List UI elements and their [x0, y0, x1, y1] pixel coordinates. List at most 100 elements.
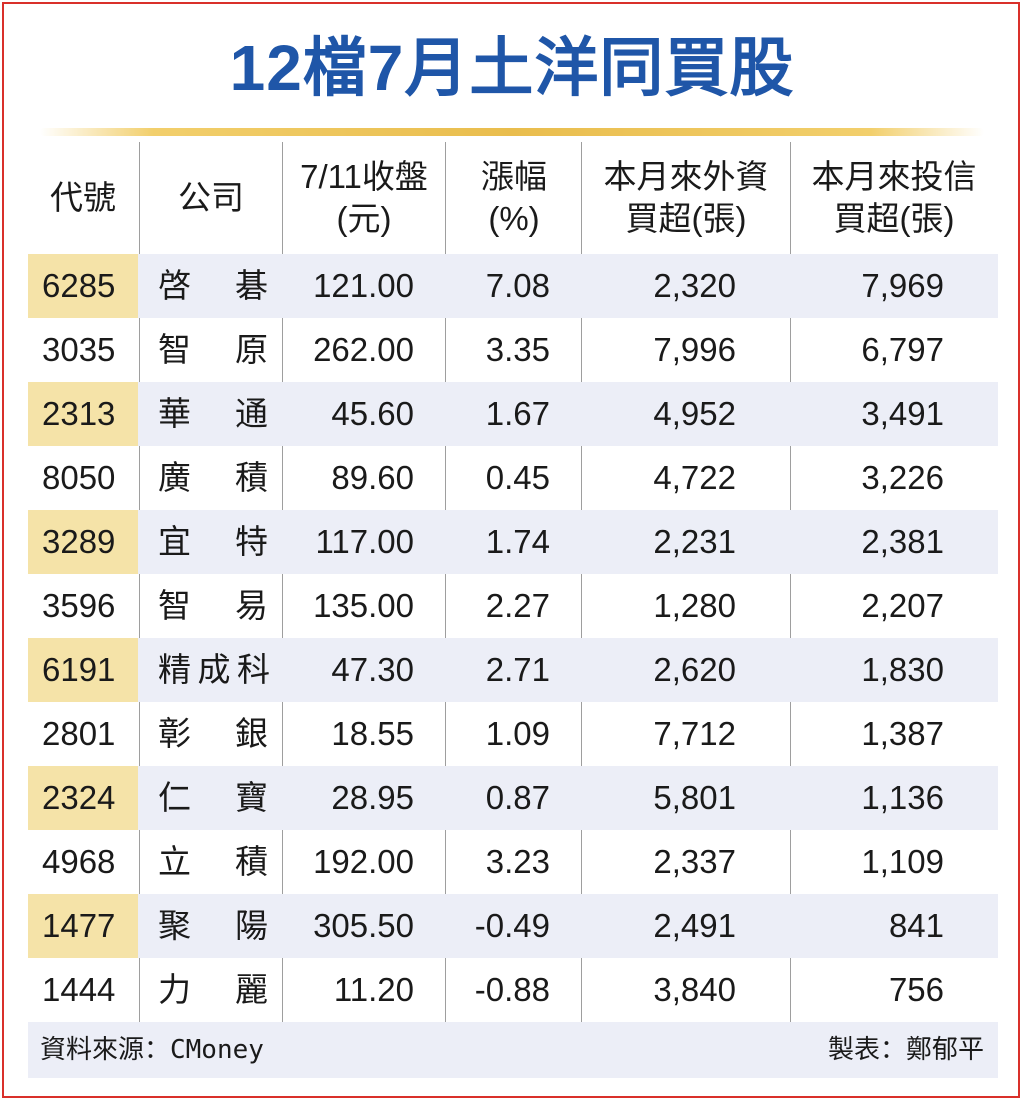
trust-net-buy: 3,226 [861, 459, 944, 496]
company-name: 啓碁 [158, 267, 270, 304]
trust-net-buy: 1,136 [861, 779, 944, 816]
close-price: 305.50 [313, 907, 414, 944]
change-pct: 7.08 [485, 267, 550, 304]
close-price: 45.60 [331, 395, 414, 432]
header-trust: 本月來投信 買超(張) [790, 142, 998, 254]
company-name: 宜特 [158, 523, 270, 560]
table-footer: 資料來源：CMoney 製表：鄭郁平 [28, 1022, 998, 1078]
column-divider [282, 142, 283, 1022]
table-body: 6285 啓碁 121.00 7.08 2,320 7,969 3035 智原 … [28, 254, 998, 1022]
title-divider [40, 128, 984, 136]
change-pct: 0.87 [485, 779, 550, 816]
company-name: 精成科 [158, 651, 270, 688]
change-pct: -0.88 [474, 971, 550, 1008]
trust-net-buy: 2,207 [861, 587, 944, 624]
change-pct: 1.74 [485, 523, 550, 560]
header-foreign-line2: 買超(張) [625, 200, 747, 237]
close-price: 18.55 [331, 715, 414, 752]
close-price: 89.60 [331, 459, 414, 496]
foreign-net-buy: 3,840 [653, 971, 736, 1008]
stock-code: 8050 [42, 459, 116, 496]
foreign-net-buy: 7,712 [653, 715, 736, 752]
close-price: 262.00 [313, 331, 414, 368]
stock-code: 1477 [42, 907, 116, 944]
table-row: 1477 聚陽 305.50 -0.49 2,491 841 [28, 894, 998, 958]
change-pct: 3.23 [485, 843, 550, 880]
change-pct: 2.71 [485, 651, 550, 688]
stock-code: 2324 [42, 779, 116, 816]
code-highlight [28, 638, 138, 702]
foreign-net-buy: 1,280 [653, 587, 736, 624]
foreign-net-buy: 4,952 [653, 395, 736, 432]
table-header: 代號 公司 7/11收盤 (元) 漲幅 (%) 本月來外資 買超(張) 本月來投… [28, 142, 998, 254]
close-price: 192.00 [313, 843, 414, 880]
company-name: 仁寶 [158, 779, 270, 816]
foreign-net-buy: 2,337 [653, 843, 736, 880]
data-source: 資料來源：CMoney [40, 1035, 264, 1065]
table-row: 3596 智易 135.00 2.27 1,280 2,207 [28, 574, 998, 638]
foreign-net-buy: 2,320 [653, 267, 736, 304]
header-close: 7/11收盤 (元) [282, 142, 446, 254]
header-trust-line1: 本月來投信 [811, 158, 977, 195]
company-name: 彰銀 [158, 715, 270, 752]
code-highlight [28, 254, 138, 318]
trust-net-buy: 3,491 [861, 395, 944, 432]
stock-code: 3596 [42, 587, 116, 624]
header-foreign-line1: 本月來外資 [603, 158, 769, 195]
close-price: 121.00 [313, 267, 414, 304]
page-title: 12檔7月土洋同買股 [229, 32, 795, 104]
header-code: 代號 [28, 142, 138, 254]
close-price: 47.30 [331, 651, 414, 688]
stock-code: 4968 [42, 843, 116, 880]
foreign-net-buy: 5,801 [653, 779, 736, 816]
table-row: 2801 彰銀 18.55 1.09 7,712 1,387 [28, 702, 998, 766]
code-highlight [28, 382, 138, 446]
trust-net-buy: 1,387 [861, 715, 944, 752]
company-name: 智原 [158, 331, 270, 368]
table-row: 1444 力麗 11.20 -0.88 3,840 756 [28, 958, 998, 1022]
change-pct: 3.35 [485, 331, 550, 368]
stock-code: 3035 [42, 331, 116, 368]
trust-net-buy: 1,830 [861, 651, 944, 688]
header-change: 漲幅 (%) [446, 142, 582, 254]
column-divider [790, 142, 791, 1022]
change-pct: 1.67 [485, 395, 550, 432]
code-highlight [28, 766, 138, 830]
stock-code: 1444 [42, 971, 116, 1008]
trust-net-buy: 7,969 [861, 267, 944, 304]
table-row: 4968 立積 192.00 3.23 2,337 1,109 [28, 830, 998, 894]
stock-code: 2313 [42, 395, 116, 432]
foreign-net-buy: 7,996 [653, 331, 736, 368]
header-close-line1: 7/11收盤 [300, 158, 428, 195]
close-price: 28.95 [331, 779, 414, 816]
table-row: 2313 華通 45.60 1.67 4,952 3,491 [28, 382, 998, 446]
close-price: 117.00 [315, 523, 414, 560]
table-author: 製表：鄭郁平 [827, 1035, 984, 1065]
table-row: 3035 智原 262.00 3.35 7,996 6,797 [28, 318, 998, 382]
header-foreign: 本月來外資 買超(張) [582, 142, 790, 254]
foreign-net-buy: 4,722 [653, 459, 736, 496]
trust-net-buy: 841 [888, 907, 944, 944]
foreign-net-buy: 2,231 [653, 523, 736, 560]
stock-code: 2801 [42, 715, 116, 752]
company-name: 聚陽 [158, 907, 270, 944]
change-pct: 2.27 [485, 587, 550, 624]
table-row: 6191 精成科 47.30 2.71 2,620 1,830 [28, 638, 998, 702]
trust-net-buy: 6,797 [861, 331, 944, 368]
code-highlight [28, 510, 138, 574]
stock-code: 6285 [42, 267, 116, 304]
table-row: 6285 啓碁 121.00 7.08 2,320 7,969 [28, 254, 998, 318]
change-pct: 0.45 [485, 459, 550, 496]
stock-code: 6191 [42, 651, 116, 688]
table-row: 8050 廣積 89.60 0.45 4,722 3,226 [28, 446, 998, 510]
trust-net-buy: 1,109 [861, 843, 944, 880]
close-price: 135.00 [313, 587, 414, 624]
table-row: 2324 仁寶 28.95 0.87 5,801 1,136 [28, 766, 998, 830]
header-change-line1: 漲幅 [481, 158, 547, 195]
foreign-net-buy: 2,620 [653, 651, 736, 688]
company-name: 廣積 [158, 459, 270, 496]
company-name: 華通 [158, 395, 270, 432]
column-divider [445, 142, 446, 1022]
trust-net-buy: 756 [888, 971, 944, 1008]
company-name: 智易 [158, 587, 270, 624]
